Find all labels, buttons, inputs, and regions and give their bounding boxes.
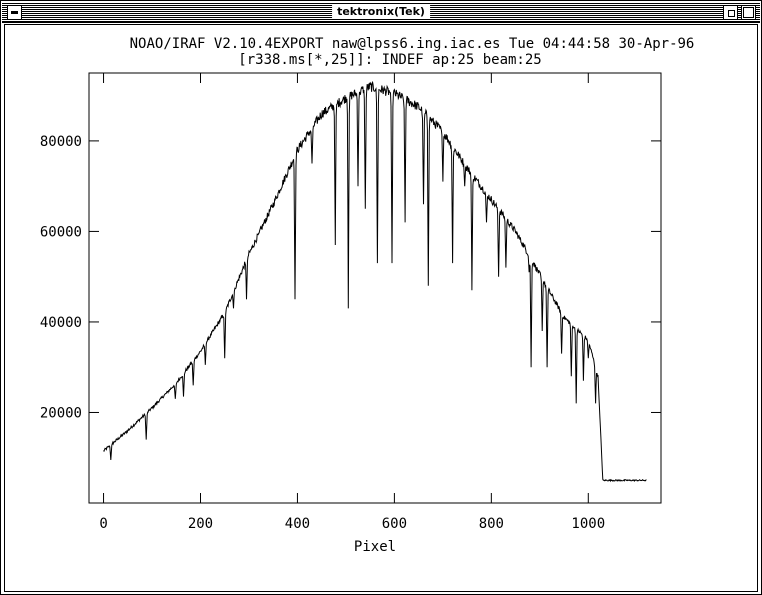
x-tick-label: 0 — [99, 516, 107, 532]
y-tick-label: 60000 — [40, 224, 82, 240]
spectrum-line — [103, 80, 647, 483]
x-tick-label: 1000 — [571, 516, 605, 532]
y-tick-label: 40000 — [40, 315, 82, 331]
chart-subtitle: [r338.ms[*,25]]: INDEF ap:25 beam:25 — [238, 52, 541, 68]
graphics-frame — [4, 24, 758, 592]
window-title: tektronix(Tek) — [332, 5, 430, 19]
plot-area — [88, 72, 662, 504]
x-tick-label: 600 — [382, 516, 407, 532]
chart-title: NOAO/IRAF V2.10.4EXPORT naw@lpss6.ing.ia… — [130, 36, 695, 52]
minimize-button[interactable] — [723, 5, 738, 20]
window-menu-button[interactable] — [7, 5, 22, 20]
x-tick-label: 800 — [479, 516, 504, 532]
maximize-button[interactable] — [741, 5, 756, 20]
axis-tick-labels: 0 200 400 600 800 1000 20000 40000 60000 80000 — [40, 134, 605, 532]
y-tick-label: 80000 — [40, 134, 82, 150]
x-axis-label: Pixel — [354, 539, 396, 555]
y-tick-label: 20000 — [40, 405, 82, 421]
axis-ticks — [89, 73, 661, 503]
window-titlebar[interactable]: tektronix(Tek) — [2, 2, 760, 23]
x-tick-label: 200 — [188, 516, 213, 532]
x-tick-label: 400 — [285, 516, 310, 532]
